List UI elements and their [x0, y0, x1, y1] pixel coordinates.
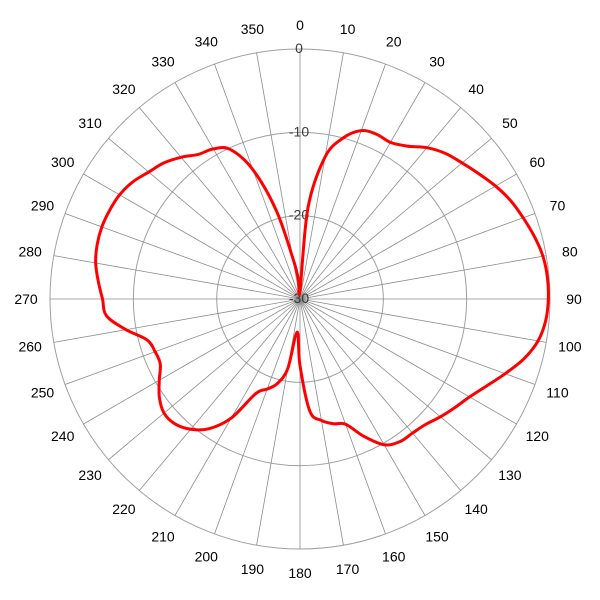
angle-tick-label: 200 [195, 548, 219, 564]
spoke-110 [299, 298, 536, 385]
spoke-290 [64, 213, 301, 300]
angle-tick-label: 330 [151, 54, 175, 70]
angle-tick-label: 0 [296, 17, 304, 33]
angle-tick-label: 350 [241, 21, 265, 37]
angle-tick-label: 230 [78, 467, 102, 483]
angle-tick-label: 50 [502, 115, 518, 131]
angle-tick-label: 220 [112, 501, 136, 517]
spoke-70 [299, 213, 536, 300]
radial-tick-label: -30 [289, 290, 309, 306]
spoke-20 [299, 63, 386, 300]
angle-tick-label: 70 [550, 197, 566, 213]
angle-tick-label: 120 [526, 428, 550, 444]
angle-tick-label: 40 [468, 81, 484, 97]
spoke-340 [214, 63, 301, 300]
spoke-200 [214, 298, 301, 535]
angle-tick-label: 320 [112, 81, 136, 97]
angle-tick-label: 130 [498, 467, 522, 483]
spoke-320 [138, 107, 301, 300]
spoke-190 [256, 298, 301, 546]
angle-tick-label: 250 [31, 385, 55, 401]
angle-tick-label: 240 [51, 428, 75, 444]
angle-tick-label: 90 [566, 291, 582, 307]
spoke-250 [64, 298, 301, 385]
angle-tick-label: 310 [78, 115, 102, 131]
spoke-120 [299, 298, 517, 425]
angle-tick-label: 290 [31, 197, 55, 213]
angle-tick-label: 20 [386, 34, 402, 50]
angle-tick-label: 160 [382, 548, 406, 564]
angle-tick-label: 300 [51, 154, 75, 170]
spoke-150 [299, 298, 426, 516]
spoke-220 [138, 298, 301, 491]
series-group [94, 129, 550, 447]
spoke-330 [174, 82, 301, 300]
spoke-40 [299, 107, 462, 300]
spoke-10 [299, 52, 344, 300]
radial-tick-label: -20 [289, 207, 309, 223]
spoke-210 [174, 298, 301, 516]
series-line-0 [94, 129, 550, 447]
radial-tick-label: 0 [295, 40, 303, 56]
spoke-240 [83, 298, 301, 425]
angle-tick-label: 260 [18, 339, 42, 355]
angle-tick-label: 30 [429, 54, 445, 70]
angle-tick-label: 340 [195, 34, 219, 50]
angle-spokes [50, 49, 550, 549]
spoke-310 [108, 137, 301, 300]
angle-tick-label: 190 [241, 561, 265, 577]
angle-tick-label: 100 [558, 339, 582, 355]
angle-tick-label: 80 [562, 243, 578, 259]
angle-tick-label: 60 [530, 154, 546, 170]
angle-tick-label: 170 [336, 561, 360, 577]
angle-tick-label: 110 [546, 385, 569, 401]
radial-tick-labels: 0 -10 -20 -30 [289, 40, 309, 306]
angle-tick-label: 180 [288, 565, 312, 581]
angle-tick-label: 150 [425, 528, 449, 544]
angle-tick-label: 140 [464, 501, 488, 517]
spoke-60 [299, 173, 517, 300]
spoke-30 [299, 82, 426, 300]
angle-tick-label: 210 [151, 528, 175, 544]
spoke-50 [299, 137, 492, 300]
spoke-100 [299, 298, 547, 343]
angle-tick-labels: 0 10 20 30 40 50 60 70 80 90 100 110 120 130 140 150 160… [14, 17, 582, 581]
radial-tick-label: -10 [289, 123, 309, 139]
spoke-160 [299, 298, 386, 535]
spoke-140 [299, 298, 462, 491]
angle-tick-label: 280 [18, 243, 42, 259]
spoke-80 [299, 255, 547, 300]
angle-tick-label: 10 [340, 21, 356, 37]
angle-tick-label: 270 [14, 291, 38, 307]
spoke-260 [53, 298, 301, 343]
spoke-130 [299, 298, 492, 461]
spoke-230 [108, 298, 301, 461]
